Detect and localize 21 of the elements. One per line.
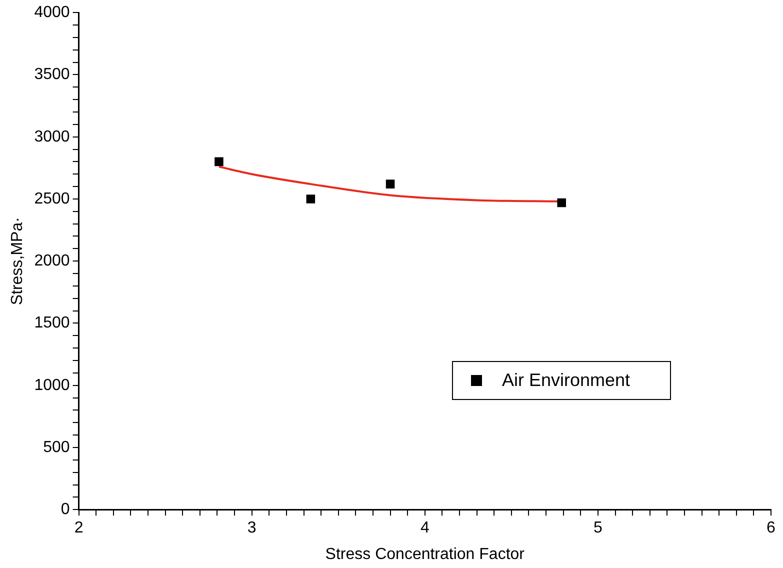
y-tick-label: 0 xyxy=(60,501,70,518)
point xyxy=(386,180,395,188)
y-tick-label: 1500 xyxy=(34,314,70,332)
x-tick-label: 6 xyxy=(766,520,776,537)
point xyxy=(306,194,316,204)
legend-label: Air Environment xyxy=(502,370,630,391)
x-tick-label: 2 xyxy=(74,520,84,537)
y-axis-title: Stress,MPa· xyxy=(9,217,26,306)
point xyxy=(557,198,566,208)
y-tick-label: 2000 xyxy=(34,252,70,270)
y-tick-label: 3500 xyxy=(34,66,70,84)
y-tick-label: 3000 xyxy=(34,128,70,146)
y-tick-label: 1000 xyxy=(34,376,70,394)
point xyxy=(214,157,224,166)
y-tick-label: 2500 xyxy=(34,190,70,208)
x-tick-label: 5 xyxy=(593,520,602,537)
y-tick-label: 500 xyxy=(43,438,70,456)
y-tick-label: 4000 xyxy=(34,4,70,22)
x-tick-label: 3 xyxy=(247,520,256,537)
x-axis-title: Stress Concentration Factor xyxy=(325,546,526,563)
x-tick-label: 4 xyxy=(420,520,430,537)
